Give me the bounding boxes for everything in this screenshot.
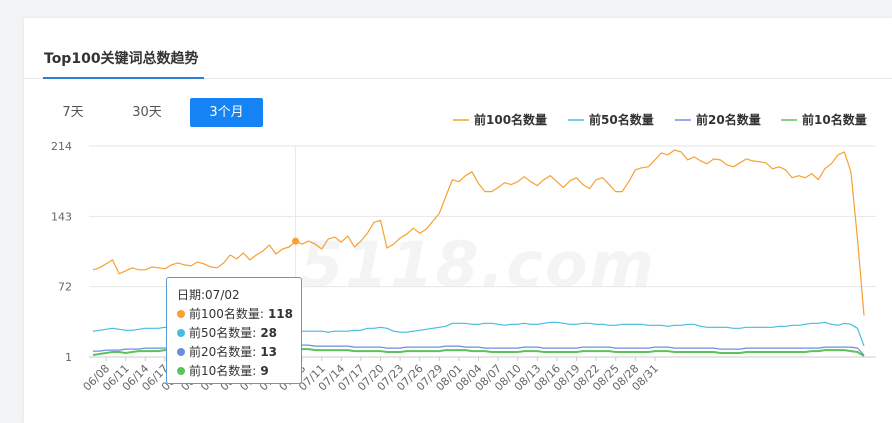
tooltip-row-top20: 前20名数量: 13 [177,343,301,362]
range-3-months-button[interactable]: 3个月 [190,98,263,127]
tooltip-label: 前50名数量: [189,326,257,340]
tooltip-value: 28 [260,326,278,340]
title-underline [43,77,204,79]
tooltip-label: 前100名数量: [189,307,264,321]
tooltip-value: 118 [267,307,294,321]
legend-label: 前100名数量 [474,112,547,127]
tooltip-row-top100: 前100名数量: 118 [177,305,301,324]
range-30-days-button[interactable]: 30天 [132,105,162,120]
chart-tooltip: 日期:07/02 前100名数量: 118 前50名数量: 28 前20名数量: 13… [166,277,302,384]
tooltip-dot-icon [177,366,185,375]
card-title: Top100关键词总数趋势 [44,51,199,67]
tooltip-value: 9 [260,364,269,378]
tooltip-row-top50: 前50名数量: 28 [177,324,301,343]
tooltip-date-value: 07/02 [205,288,240,302]
y-tick-label: 1 [65,351,72,364]
tooltip-row-top10: 前10名数量: 9 [177,362,301,381]
legend-label: 前20名数量 [696,112,761,127]
legend-label: 前50名数量 [589,112,654,127]
tooltip-dot-icon [177,328,185,337]
series-line-前100名数量 [92,149,865,316]
tooltip-date-label: 日期: [177,288,206,302]
tooltip-value: 13 [260,345,278,359]
range-7-days-button[interactable]: 7天 [62,105,84,120]
y-tick-label: 214 [51,140,72,153]
tooltip-label: 前10名数量: [189,364,257,378]
tooltip-label: 前20名数量: [189,345,257,359]
tooltip-dot-icon [177,347,185,356]
tooltip-dot-icon [177,309,185,318]
watermark-logo: 5118.com [300,228,656,301]
y-tick-label: 72 [58,281,72,294]
highlight-point [292,237,300,245]
tooltip-date-row: 日期:07/02 [177,286,301,305]
title-divider [24,78,892,79]
y-tick-label: 143 [51,210,72,223]
legend-label: 前10名数量 [802,112,867,127]
